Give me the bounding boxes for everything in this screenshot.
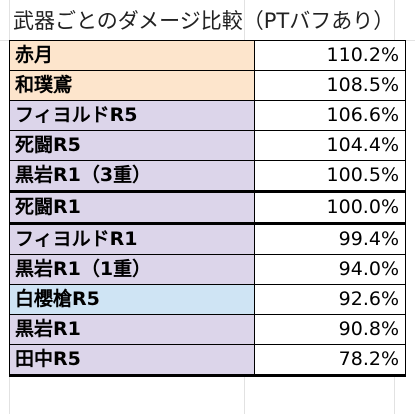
- damage-value-cell[interactable]: 92.6%: [254, 284, 406, 315]
- damage-value-cell[interactable]: 99.4%: [254, 222, 406, 255]
- table-row: 死闘R1 100.0%: [9, 190, 406, 224]
- weapon-name-cell[interactable]: 死闘R1: [9, 190, 255, 224]
- damage-value-cell[interactable]: 108.5%: [254, 70, 406, 101]
- comparison-table: 赤月 110.2% 和璞鳶 108.5% フィヨルドR5 106.6% 死闘R5…: [9, 40, 406, 377]
- table-row: フィヨルドR5 106.6%: [9, 100, 406, 131]
- damage-value-cell[interactable]: 104.4%: [254, 130, 406, 161]
- table-row: 黒岩R1 90.8%: [9, 314, 406, 345]
- table-row: フィヨルドR1 99.4%: [9, 222, 406, 255]
- table-row: 田中R5 78.2%: [9, 344, 406, 377]
- weapon-name-cell[interactable]: 赤月: [9, 40, 255, 71]
- weapon-name-cell[interactable]: 死闘R5: [9, 130, 255, 161]
- damage-value-cell[interactable]: 106.6%: [254, 100, 406, 131]
- damage-value-cell[interactable]: 90.8%: [254, 314, 406, 345]
- weapon-name-cell[interactable]: 黒岩R1（1重）: [9, 254, 255, 285]
- weapon-name-cell[interactable]: 白櫻槍R5: [9, 284, 255, 315]
- weapon-name-cell[interactable]: 黒岩R1: [9, 314, 255, 345]
- table-row: 和璞鳶 108.5%: [9, 70, 406, 101]
- weapon-name-cell[interactable]: 田中R5: [9, 344, 255, 377]
- damage-value-cell[interactable]: 100.0%: [254, 190, 406, 224]
- weapon-name-cell[interactable]: 和璞鳶: [9, 70, 255, 101]
- weapon-name-cell[interactable]: 黒岩R1（3重）: [9, 160, 255, 192]
- damage-value-cell[interactable]: 110.2%: [254, 40, 406, 71]
- table-row: 黒岩R1（3重） 100.5%: [9, 160, 406, 192]
- weapon-name-cell[interactable]: フィヨルドR5: [9, 100, 255, 131]
- table-row: 赤月 110.2%: [9, 40, 406, 71]
- weapon-name-cell[interactable]: フィヨルドR1: [9, 222, 255, 255]
- damage-value-cell[interactable]: 78.2%: [254, 344, 406, 377]
- table-row: 白櫻槍R5 92.6%: [9, 284, 406, 315]
- table-row: 死闘R5 104.4%: [9, 130, 406, 161]
- table-row: 黒岩R1（1重） 94.0%: [9, 254, 406, 285]
- sheet-title[interactable]: 武器ごとのダメージ比較（PTバフあり）: [13, 9, 395, 33]
- damage-value-cell[interactable]: 100.5%: [254, 160, 406, 192]
- damage-value-cell[interactable]: 94.0%: [254, 254, 406, 285]
